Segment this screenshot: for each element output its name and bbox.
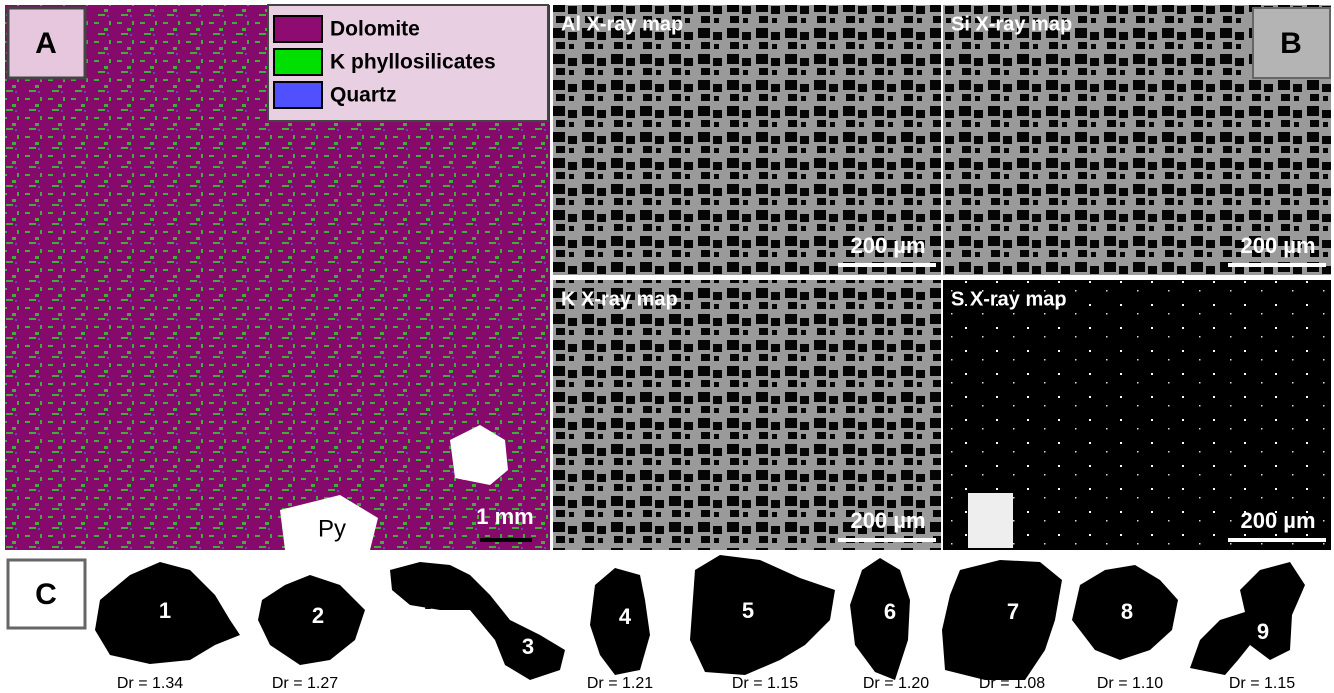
scale-bar xyxy=(838,263,936,267)
scale-bar-label: 200 µm xyxy=(1240,508,1315,533)
scale-bar xyxy=(1228,538,1326,542)
scale-bar-label: 200 µm xyxy=(850,233,925,258)
grain-dr: Dr = 1.10 xyxy=(1097,675,1163,692)
panel-label: C xyxy=(35,578,57,611)
grain-number: 6 xyxy=(884,599,896,624)
legend-swatch xyxy=(274,82,322,108)
xray-maps: Al X-ray map 200 µm Si X-ray map 200 µm K X-… xyxy=(553,5,1331,550)
scale-bar-label: 200 µm xyxy=(850,508,925,533)
legend-swatch xyxy=(274,16,322,42)
grain-number: 8 xyxy=(1121,599,1133,624)
map-title: K X-ray map xyxy=(561,288,678,310)
grain-number: 7 xyxy=(1007,599,1019,624)
figure: Py 1 mm A Dolomite K phyllosilicates Quart… xyxy=(0,0,1334,693)
grain-dr: Dr = 1.20 xyxy=(863,675,929,692)
grain-dr: Dr = 1.27 xyxy=(272,675,338,692)
grain-number: 9 xyxy=(1257,619,1269,644)
grain-dr: Dr = 1.15 xyxy=(732,675,798,692)
scale-bar-label: 1 mm xyxy=(476,504,533,529)
legend-label: Quartz xyxy=(330,84,397,107)
scale-bar xyxy=(1228,263,1326,267)
grain-dr: Dr = 1.34 xyxy=(117,675,183,692)
map-title: Al X-ray map xyxy=(561,13,683,35)
map-title: S X-ray map xyxy=(951,288,1067,310)
grain-number: 4 xyxy=(619,604,632,629)
grain-number: 2 xyxy=(312,603,324,628)
scale-bar xyxy=(838,538,936,542)
grain-number: 1 xyxy=(159,598,171,623)
grain-dr: Dr = 1.21 xyxy=(587,675,653,692)
grain-dr: Dr = 1.15 xyxy=(1229,675,1295,692)
scale-bar xyxy=(480,538,532,542)
sulfide-grain xyxy=(968,493,1013,548)
page: Py 1 mm A Dolomite K phyllosilicates Quart… xyxy=(0,0,1334,693)
grain-number: 5 xyxy=(742,598,754,623)
panel-label: B xyxy=(1280,27,1302,60)
grain-dr: Dr = 1.08 xyxy=(979,675,1045,692)
legend-swatch xyxy=(274,49,322,75)
grain-number: 3 xyxy=(522,634,534,659)
grain-dr: Dr = 1.25 xyxy=(424,596,490,613)
legend-label: Dolomite xyxy=(330,18,420,41)
map-title: Si X-ray map xyxy=(951,13,1072,35)
legend-label: K phyllosilicates xyxy=(330,51,496,74)
scale-bar-label: 200 µm xyxy=(1240,233,1315,258)
pyrite-label: Py xyxy=(318,515,346,542)
panel-label: A xyxy=(35,27,57,60)
